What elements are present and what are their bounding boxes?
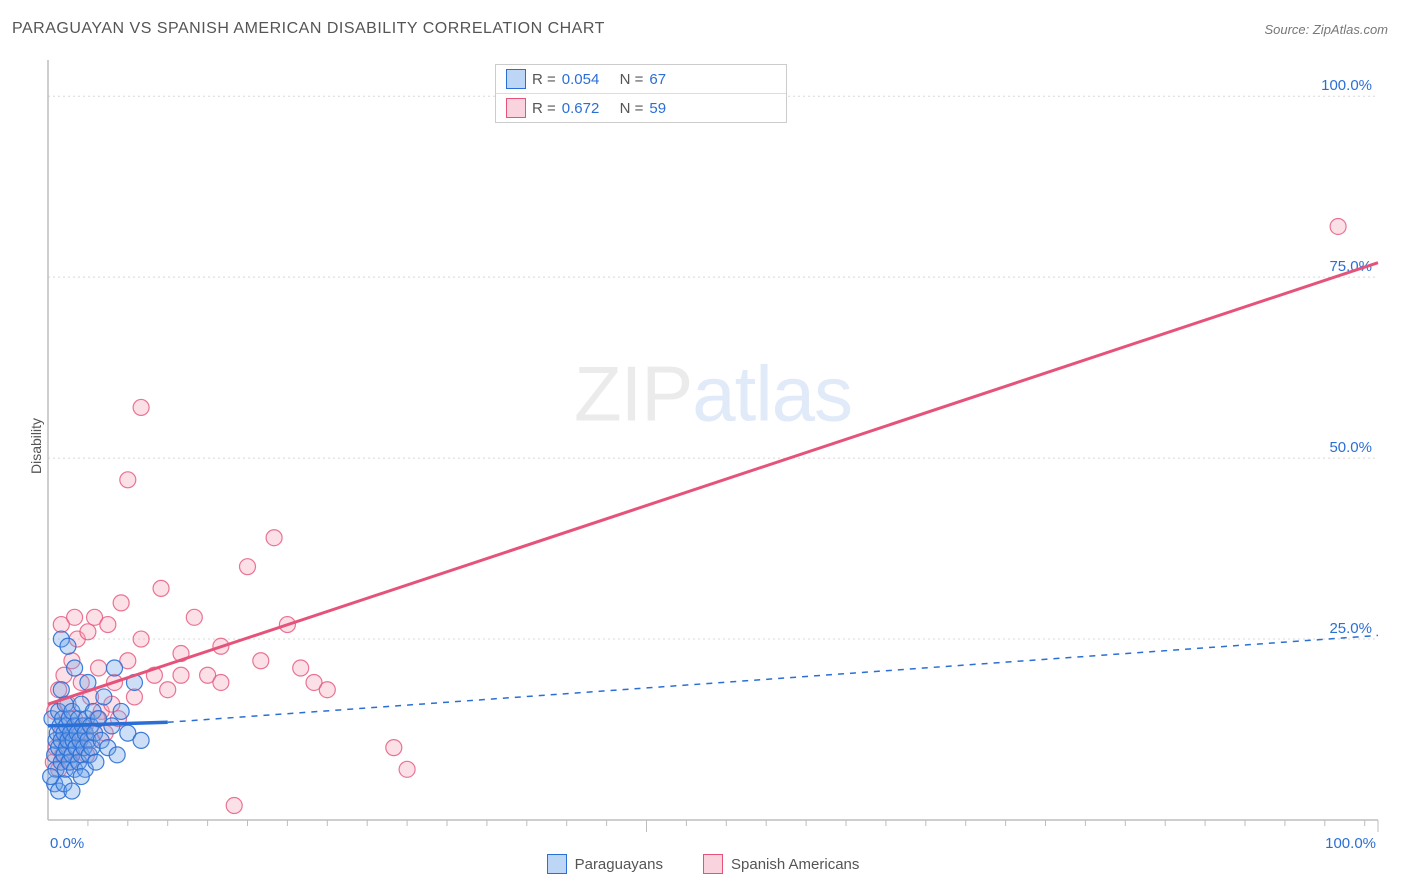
source-label: Source: ZipAtlas.com [1264,22,1388,37]
data-point-spanish [133,631,149,647]
data-point-spanish [240,559,256,575]
data-point-spanish [120,472,136,488]
chart-plot-area: ZIPatlas 25.0%50.0%75.0%100.0%0.0%100.0% [48,60,1378,820]
data-point-spanish [160,682,176,698]
data-point-paraguayan [133,732,149,748]
stats-row-spanish: R = 0.672 N = 59 [496,94,786,122]
swatch-pink [506,98,526,118]
data-point-paraguayan [113,703,129,719]
stats-row-paraguayans: R = 0.054 N = 67 [496,65,786,94]
y-axis-label: Disability [28,418,44,474]
n-label: N = [620,71,644,88]
data-point-spanish [100,617,116,633]
swatch-pink [703,854,723,874]
y-tick-label: 100.0% [1321,77,1372,94]
data-point-spanish [91,660,107,676]
data-point-spanish [126,689,142,705]
data-point-spanish [1330,218,1346,234]
data-point-spanish [67,609,83,625]
n-value-spanish: 59 [649,100,666,117]
legend-label-spanish: Spanish Americans [731,856,859,873]
data-point-spanish [399,761,415,777]
chart-title: PARAGUAYAN VS SPANISH AMERICAN DISABILIT… [12,20,605,38]
data-point-spanish [153,580,169,596]
data-point-spanish [173,667,189,683]
data-point-paraguayan [104,718,120,734]
data-point-spanish [319,682,335,698]
data-point-spanish [80,624,96,640]
legend-label-paraguayans: Paraguayans [575,856,663,873]
data-point-spanish [133,399,149,415]
data-point-paraguayan [43,769,59,785]
data-point-paraguayan [96,689,112,705]
trend-line-spanish [48,263,1378,705]
bottom-legend: Paraguayans Spanish Americans [0,854,1406,874]
swatch-blue [547,854,567,874]
r-label: R = [532,71,556,88]
data-point-spanish [213,674,229,690]
n-label: N = [620,100,644,117]
n-value-paraguayans: 67 [649,71,666,88]
data-point-paraguayan [67,660,83,676]
r-value-paraguayans: 0.054 [562,71,600,88]
x-tick-label: 100.0% [1325,835,1376,852]
legend-item-spanish: Spanish Americans [703,854,859,874]
data-point-spanish [186,609,202,625]
data-point-paraguayan [60,638,76,654]
swatch-blue [506,69,526,89]
x-tick-label: 0.0% [50,835,84,852]
data-point-paraguayan [53,682,69,698]
data-point-paraguayan [73,769,89,785]
data-point-paraguayan [64,783,80,799]
chart-svg: 25.0%50.0%75.0%100.0%0.0%100.0% [48,60,1378,820]
r-value-spanish: 0.672 [562,100,600,117]
stats-legend-box: R = 0.054 N = 67 R = 0.672 N = 59 [495,64,787,123]
legend-item-paraguayans: Paraguayans [547,854,663,874]
data-point-spanish [293,660,309,676]
y-tick-label: 25.0% [1329,620,1372,637]
y-tick-label: 50.0% [1329,439,1372,456]
data-point-spanish [226,798,242,814]
data-point-spanish [266,530,282,546]
data-point-spanish [113,595,129,611]
data-point-paraguayan [88,754,104,770]
trend-line-paraguayans-ext [168,635,1378,722]
data-point-spanish [386,740,402,756]
data-point-paraguayan [109,747,125,763]
r-label: R = [532,100,556,117]
data-point-spanish [253,653,269,669]
data-point-paraguayan [107,660,123,676]
